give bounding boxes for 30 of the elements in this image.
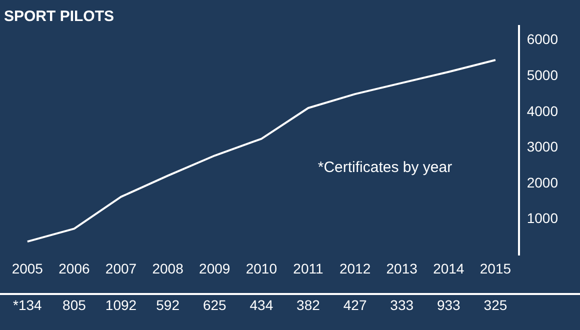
x-tick-label: 2007 xyxy=(105,260,137,276)
text: 933 xyxy=(436,296,461,313)
x-tick-label: 2008 xyxy=(152,260,184,276)
x-tick-label: 2009 xyxy=(199,260,230,276)
y-tick-label: 6000 xyxy=(526,31,558,48)
text: 427 xyxy=(343,296,367,313)
y-tick-label: 2000 xyxy=(526,174,558,190)
y-tick-label: 5000 xyxy=(526,66,558,83)
x-tick-label: 2011 xyxy=(293,260,324,276)
text: 625 xyxy=(202,296,227,313)
text: *134 xyxy=(12,296,42,313)
x-tick-label: 2010 xyxy=(246,260,278,276)
text: 434 xyxy=(250,296,274,313)
y-tick-label: 4000 xyxy=(526,102,558,119)
text: 382 xyxy=(296,296,320,313)
x-tick-label: 2006 xyxy=(58,260,90,276)
text: 592 xyxy=(156,296,180,313)
x-tick-label: 2012 xyxy=(339,260,371,276)
text: 1092 xyxy=(105,296,137,313)
text: 333 xyxy=(390,296,414,313)
x-tick-label: 2015 xyxy=(480,260,512,276)
x-tick-label: 2014 xyxy=(433,260,464,276)
annotation: *Certificates by year xyxy=(318,159,452,176)
x-tick-label: 2005 xyxy=(12,260,44,276)
text: 805 xyxy=(62,296,86,313)
y-tick-label: 3000 xyxy=(526,138,558,155)
x-tick-label: 2013 xyxy=(386,260,418,276)
text: 325 xyxy=(484,296,508,313)
y-tick-label: 1000 xyxy=(526,210,558,226)
chart-title: SPORT PILOTS xyxy=(4,8,114,26)
